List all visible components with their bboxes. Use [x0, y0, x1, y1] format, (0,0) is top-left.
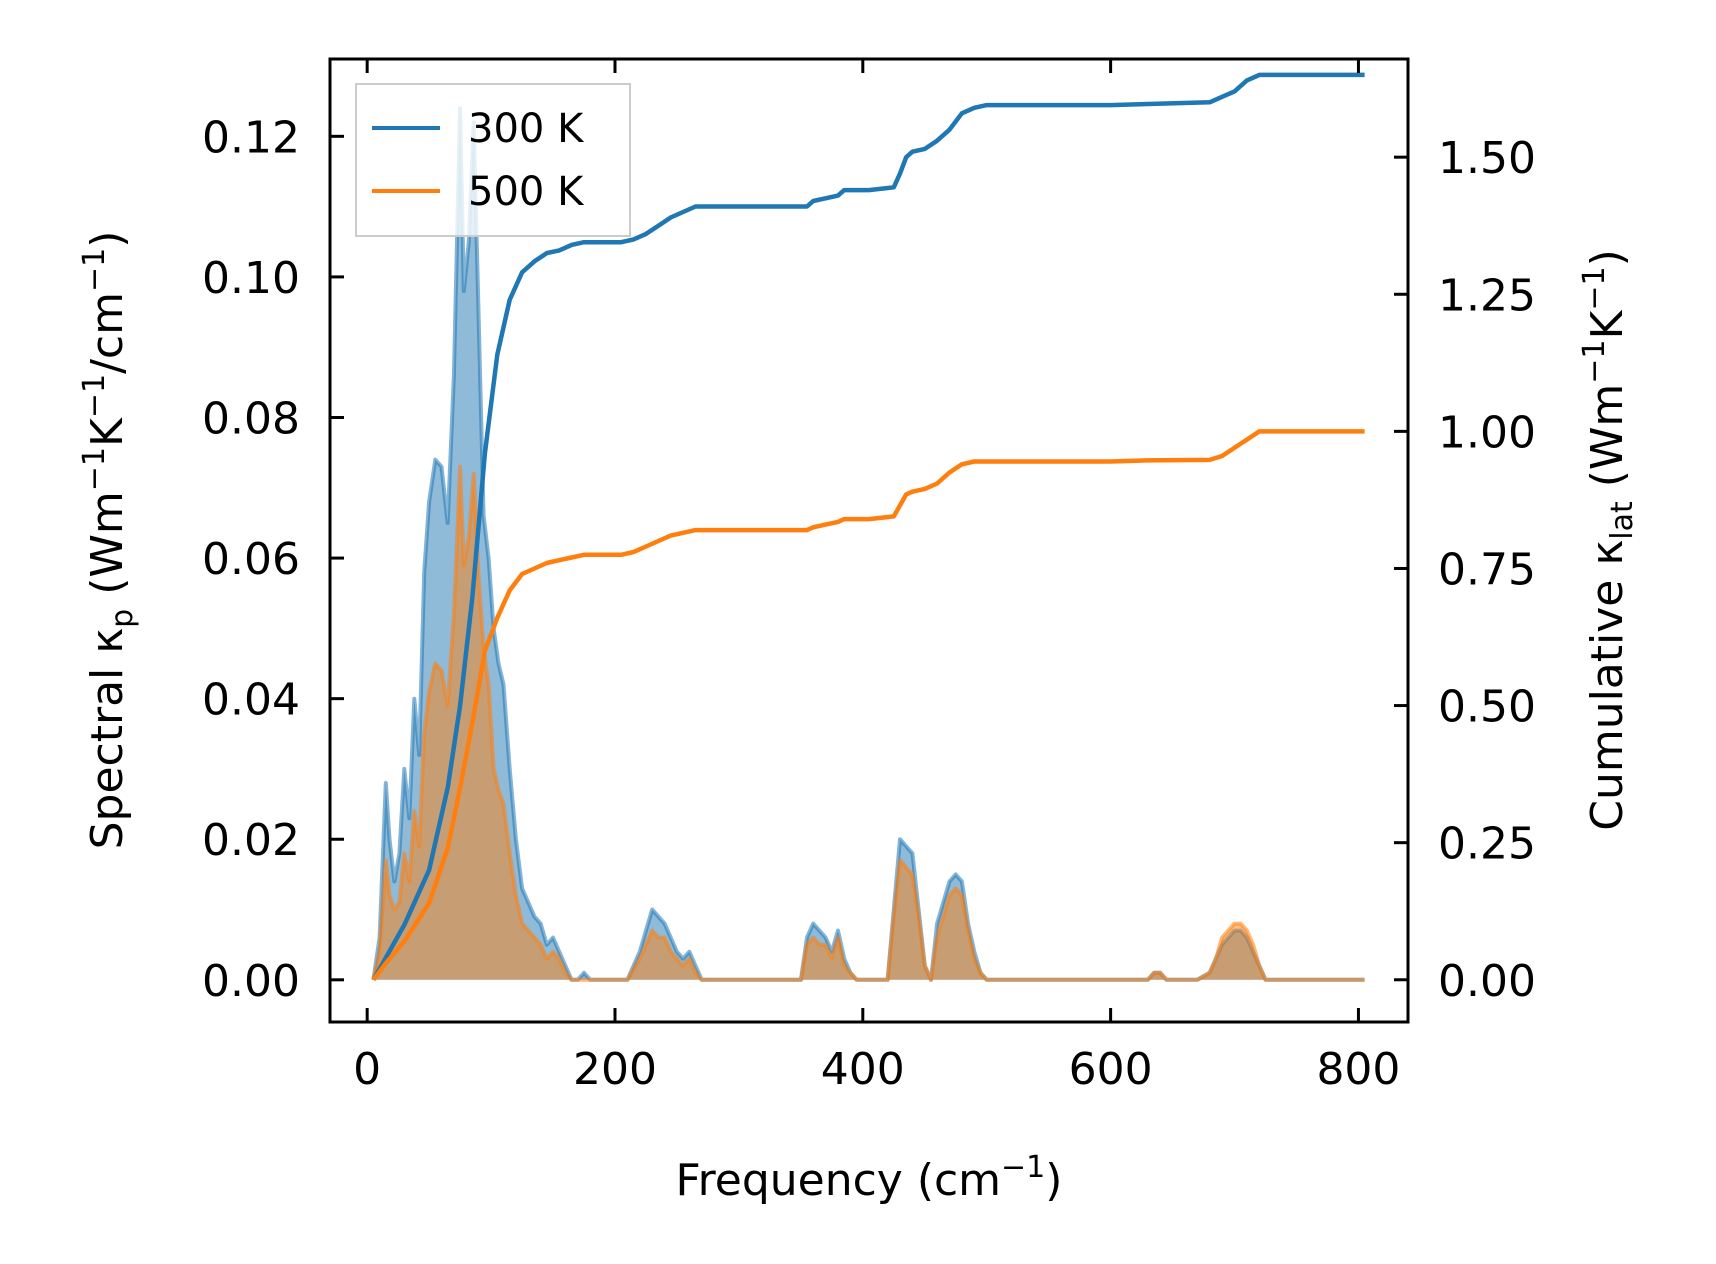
spectral-edge-300k — [371, 106, 1365, 982]
y-right-tick-label: 1.25 — [1438, 270, 1536, 321]
x-axis-label-main: Frequency (cm — [676, 1155, 1002, 1206]
y-left-label-sup3: −1 — [77, 248, 112, 292]
y-right-label-end: ) — [1582, 249, 1633, 266]
y-right-ticks: 0.00 0.25 0.50 0.75 1.00 1.25 1.50 — [1394, 133, 1536, 1007]
legend-label-500k: 500 K — [468, 169, 585, 215]
y-left-label-units-a: (Wm — [82, 491, 133, 609]
x-tick-label: 0 — [353, 1044, 381, 1095]
y-left-tick-label: 0.08 — [202, 393, 300, 444]
y-left-tick-label: 0.00 — [202, 956, 300, 1007]
y-left-label-sup1: −1 — [77, 447, 112, 491]
y-right-axis-label: Cumulative κlat (Wm−1K−1) — [1577, 249, 1640, 831]
spectral-fills — [371, 106, 1365, 982]
x-tick-label: 600 — [1069, 1044, 1153, 1095]
y-right-label-text: Cumulative κ — [1582, 540, 1633, 831]
y-right-tick-label: 1.00 — [1438, 407, 1536, 458]
legend: 300 K 500 K — [355, 83, 631, 237]
y-right-label-sup2: −1 — [1577, 266, 1612, 310]
x-axis-label-end: ) — [1045, 1155, 1062, 1206]
cumulative-line-300k — [371, 72, 1365, 981]
y-right-label-units-b: K — [1582, 309, 1633, 339]
y-right-tick-label: 1.50 — [1438, 133, 1536, 184]
y-right-tick-label: 0.00 — [1438, 956, 1536, 1007]
y-left-label-text: Spectral κ — [82, 628, 133, 850]
spectral-edge-500k — [371, 464, 1365, 982]
y-left-tick-label: 0.10 — [202, 253, 300, 304]
x-axis-label-sup: −1 — [1001, 1150, 1045, 1185]
y-right-tick-label: 0.75 — [1438, 544, 1536, 595]
cumulative-line-500k — [371, 429, 1365, 982]
x-axis-label: Frequency (cm−1) — [676, 1150, 1063, 1206]
legend-box — [355, 83, 631, 237]
y-right-tick-label: 0.50 — [1438, 682, 1536, 733]
x-tick-label: 400 — [821, 1044, 905, 1095]
y-right-label-sub: lat — [1605, 501, 1640, 540]
y-left-label-end: ) — [82, 231, 133, 248]
cumulative-lines — [371, 72, 1365, 982]
plot-frame — [328, 57, 1410, 1024]
x-tick-label: 200 — [573, 1044, 657, 1095]
x-tick-label: 800 — [1316, 1044, 1400, 1095]
y-left-ticks: 0.00 0.02 0.04 0.06 0.08 0.10 0.12 — [202, 112, 344, 1007]
y-left-axis-label: Spectral κp (Wm−1K−1/cm−1) — [77, 231, 140, 850]
y-left-label-sub: p — [105, 609, 140, 628]
y-left-tick-label: 0.06 — [202, 534, 300, 585]
y-right-label-units-a: (Wm — [1582, 384, 1633, 502]
y-right-label-sup1: −1 — [1577, 339, 1612, 383]
spectral-area-300k — [373, 108, 1365, 980]
x-ticks: 0 200 400 600 800 — [353, 59, 1400, 1095]
y-left-tick-label: 0.02 — [202, 815, 300, 866]
y-left-label-units-b: K — [82, 417, 133, 447]
spectral-area-500k — [373, 466, 1365, 980]
y-right-tick-label: 0.25 — [1438, 819, 1536, 870]
y-left-tick-label: 0.12 — [202, 112, 300, 163]
y-left-label-units-c: /cm — [82, 292, 133, 374]
y-left-tick-label: 0.04 — [202, 675, 300, 726]
legend-label-300k: 300 K — [468, 106, 585, 152]
y-left-label-sup2: −1 — [77, 374, 112, 418]
